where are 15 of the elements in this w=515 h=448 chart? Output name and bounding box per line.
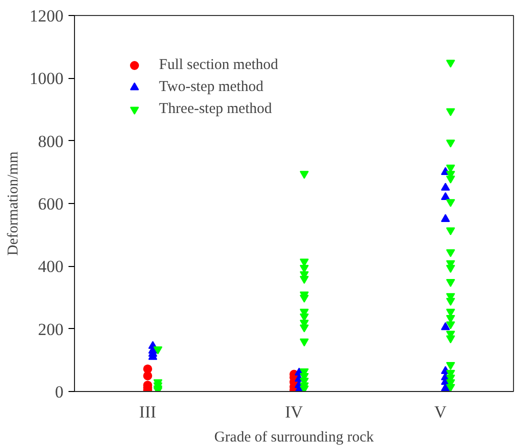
y-tick-label: 1200 (30, 6, 64, 26)
y-tick-label: 600 (38, 194, 64, 214)
y-tick-label: 200 (38, 320, 64, 339)
legend-label: Full section method (159, 56, 278, 74)
y-tick-label: 1000 (30, 69, 64, 88)
y-tick-label: 800 (38, 132, 64, 151)
y-tick-label: 400 (38, 257, 64, 276)
y-axis-title: Deformation/mm (6, 151, 22, 256)
x-tick-label: III (139, 402, 156, 422)
legend-label: Two-step method (159, 78, 264, 96)
y-tick-label: 0 (55, 382, 64, 402)
x-tick-label: V (434, 402, 448, 422)
x-axis-title: Grade of surrounding rock (214, 430, 374, 446)
x-tick-label: IV (285, 402, 304, 422)
legend-label: Three-step method (159, 100, 272, 118)
